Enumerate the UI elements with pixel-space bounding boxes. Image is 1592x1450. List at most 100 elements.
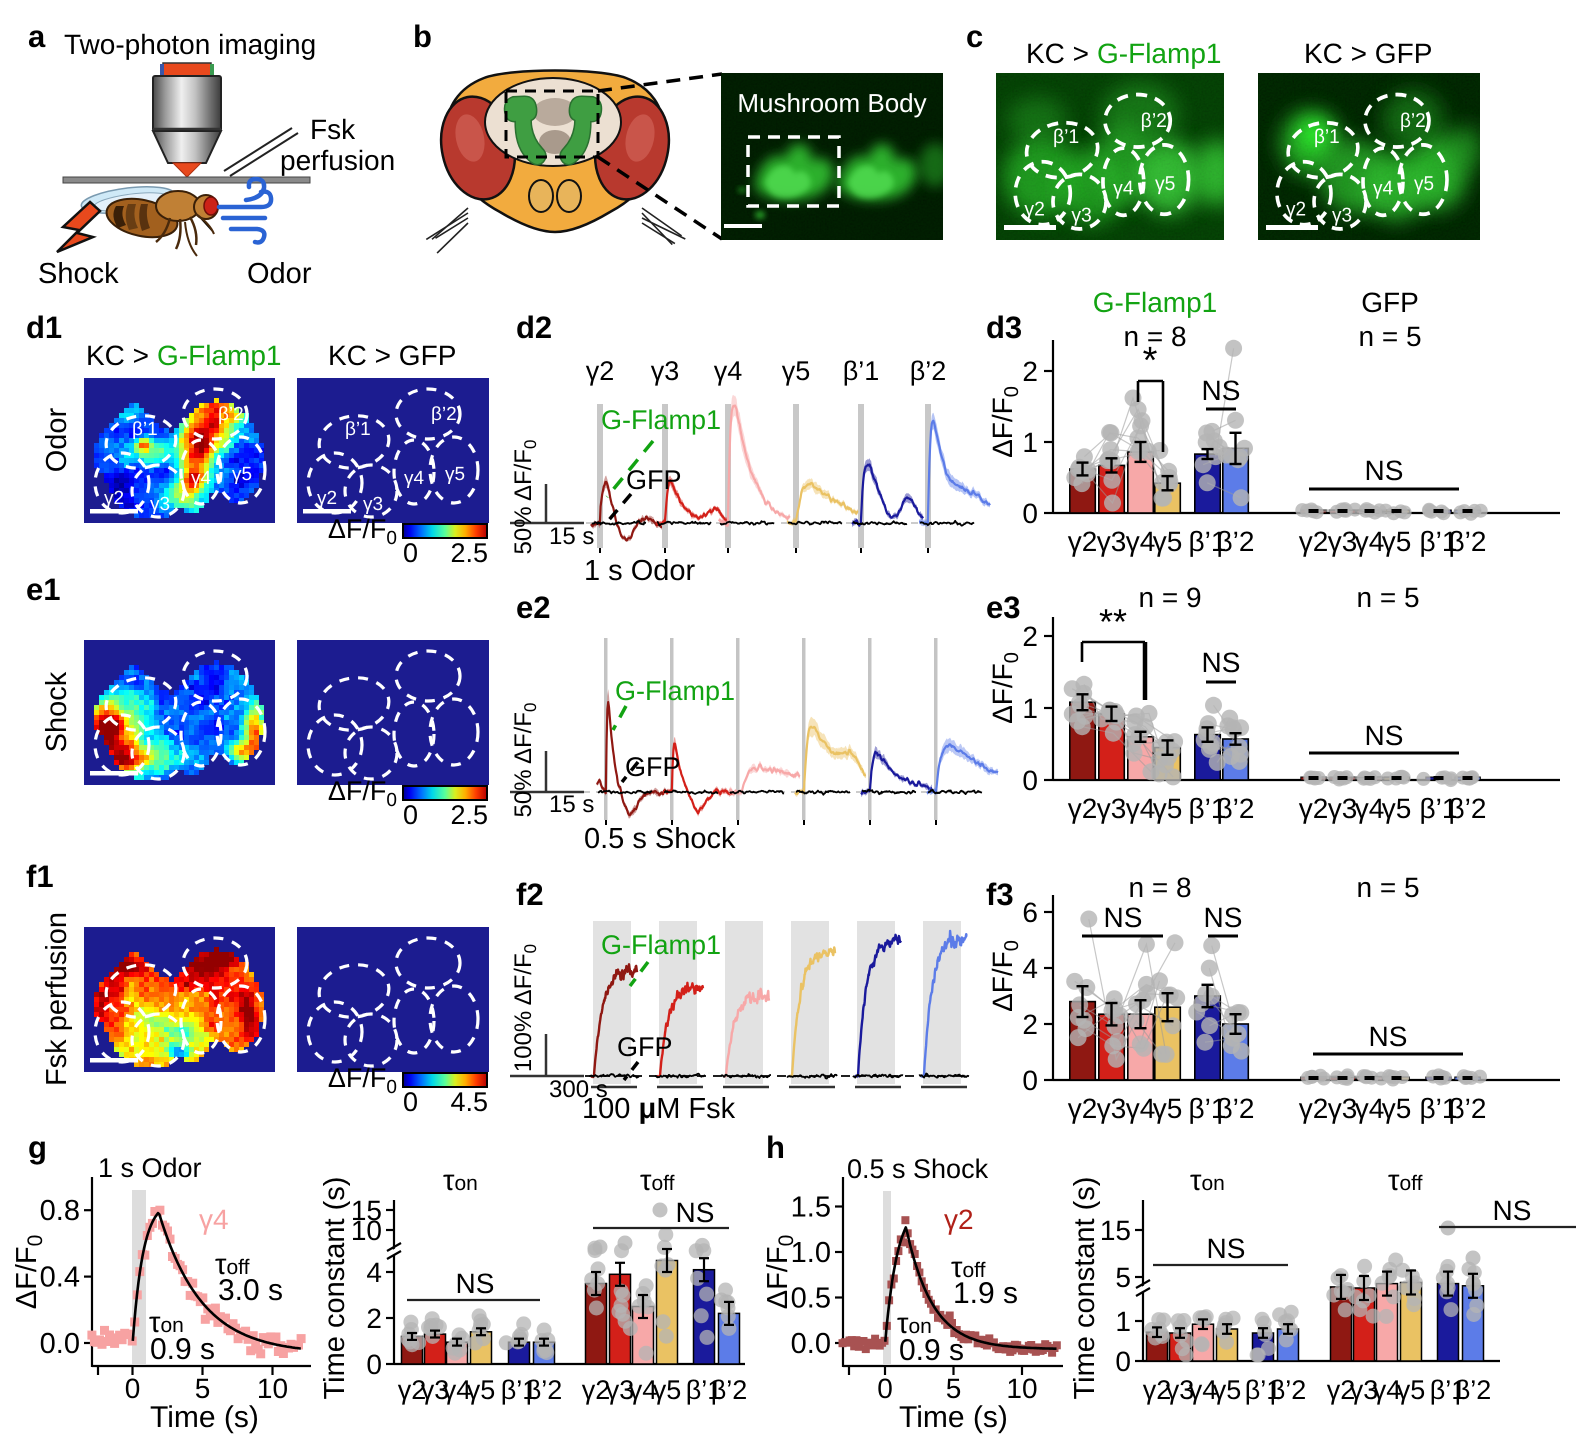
svg-text:c: c: [966, 19, 983, 54]
svg-text:perfusion: perfusion: [280, 145, 395, 176]
svg-text:γ4: γ4: [1126, 1093, 1156, 1124]
svg-text:GFP: GFP: [617, 1032, 673, 1062]
svg-text:ΔF/F0: ΔF/F0: [987, 940, 1023, 1012]
svg-text:0.5 s Shock: 0.5 s Shock: [584, 823, 736, 855]
svg-text:0.4: 0.4: [40, 1262, 80, 1294]
svg-text:β’1: β’1: [686, 1375, 723, 1405]
svg-text:γ4: γ4: [1373, 178, 1394, 200]
svg-text:0.0: 0.0: [791, 1328, 831, 1360]
svg-text:γ3: γ3: [1097, 1093, 1127, 1124]
svg-text:γ2: γ2: [1299, 526, 1329, 557]
svg-text:4: 4: [1022, 953, 1038, 984]
svg-text:β’2: β’2: [1217, 1093, 1255, 1124]
svg-text:1: 1: [1115, 1306, 1131, 1337]
svg-text:KC > GFP: KC > GFP: [1304, 38, 1432, 69]
svg-text:KC >: KC >: [1026, 38, 1089, 69]
svg-text:G-Flamp1: G-Flamp1: [601, 405, 721, 435]
svg-text:e1: e1: [26, 572, 60, 607]
svg-text:1 s Odor: 1 s Odor: [98, 1153, 202, 1183]
svg-text:γ2: γ2: [944, 1204, 974, 1235]
svg-text:β’2: β’2: [218, 404, 244, 425]
svg-text:γ4: γ4: [1126, 793, 1156, 824]
svg-text:Time (s): Time (s): [899, 1401, 1008, 1434]
svg-text:γ2: γ2: [582, 1375, 611, 1405]
svg-text:GFP: GFP: [626, 465, 682, 495]
svg-text:ΔF/F0: ΔF/F0: [328, 514, 397, 549]
svg-text:γ4: γ4: [1113, 178, 1134, 200]
svg-text:Fsk perfusion: Fsk perfusion: [41, 912, 73, 1086]
svg-text:2: 2: [1022, 1009, 1038, 1040]
svg-text:0: 0: [403, 538, 418, 568]
svg-text:γ3: γ3: [1097, 526, 1127, 557]
svg-text:γ5: γ5: [1382, 793, 1412, 824]
svg-text:G-Flamp1: G-Flamp1: [1097, 38, 1221, 69]
svg-text:6: 6: [1022, 897, 1038, 928]
svg-text:β’2: β’2: [1270, 1375, 1307, 1405]
svg-text:ΔF/F0: ΔF/F0: [987, 652, 1023, 724]
svg-text:d3: d3: [986, 310, 1022, 345]
svg-text:β’1: β’1: [1314, 126, 1340, 148]
svg-text:β’2: β’2: [1400, 110, 1426, 132]
svg-text:γ2: γ2: [1299, 1093, 1329, 1124]
svg-text:γ3: γ3: [1166, 1375, 1195, 1405]
svg-text:G-Flamp1: G-Flamp1: [615, 676, 735, 706]
svg-text:β’2: β’2: [1449, 1093, 1487, 1124]
svg-text:0: 0: [1022, 765, 1038, 796]
svg-text:15 s: 15 s: [549, 523, 594, 550]
svg-text:γ3: γ3: [421, 1375, 450, 1405]
svg-text:β’2: β’2: [1217, 526, 1255, 557]
svg-text:0.5 s Shock: 0.5 s Shock: [847, 1154, 989, 1184]
svg-text:γ4: γ4: [714, 356, 743, 386]
svg-text:γ5: γ5: [782, 356, 811, 386]
svg-text:γ4: γ4: [1126, 526, 1156, 557]
svg-text:β’1: β’1: [1420, 793, 1458, 824]
svg-text:γ3: γ3: [1328, 793, 1358, 824]
svg-text:γ3: γ3: [1328, 1093, 1358, 1124]
svg-text:10: 10: [257, 1373, 288, 1404]
svg-text:γ5: γ5: [467, 1375, 496, 1405]
svg-text:γ2: γ2: [1068, 1093, 1098, 1124]
svg-text:b: b: [413, 19, 432, 54]
svg-text:2: 2: [366, 1303, 382, 1334]
svg-text:f2: f2: [516, 877, 544, 912]
svg-text:KC > GFP: KC > GFP: [328, 340, 456, 371]
svg-text:NS: NS: [456, 1268, 495, 1299]
svg-text:Shock: Shock: [41, 671, 73, 752]
svg-text:NS: NS: [676, 1197, 715, 1228]
svg-text:0.9 s: 0.9 s: [150, 1333, 215, 1366]
svg-text:β’1: β’1: [1189, 793, 1227, 824]
svg-text:G-Flamp1: G-Flamp1: [1093, 287, 1217, 318]
svg-text:ΔF/F0: ΔF/F0: [987, 386, 1023, 458]
svg-text:β’1: β’1: [1430, 1375, 1467, 1405]
svg-text:Shock: Shock: [38, 258, 119, 290]
svg-text:0: 0: [403, 800, 418, 830]
svg-text:γ4: γ4: [1355, 793, 1385, 824]
svg-text:γ5: γ5: [445, 464, 465, 485]
svg-text:f1: f1: [26, 859, 54, 894]
svg-text:γ4: γ4: [1355, 526, 1385, 557]
svg-text:β’1: β’1: [1053, 126, 1079, 148]
svg-text:300 s: 300 s: [549, 1076, 608, 1103]
svg-text:**: **: [1099, 601, 1127, 642]
svg-text:2: 2: [1022, 621, 1038, 652]
svg-text:1.0: 1.0: [791, 1237, 831, 1269]
svg-text:NS: NS: [1104, 902, 1143, 933]
svg-text:1.9 s: 1.9 s: [953, 1277, 1018, 1310]
svg-text:G-Flamp1: G-Flamp1: [157, 340, 281, 371]
svg-text:γ5: γ5: [1397, 1375, 1426, 1405]
svg-text:γ2: γ2: [1327, 1375, 1356, 1405]
svg-text:4: 4: [366, 1257, 382, 1288]
svg-text:β’2: β’2: [1455, 1375, 1492, 1405]
svg-text:γ2: γ2: [1024, 199, 1044, 221]
svg-text:γ4: γ4: [443, 1375, 472, 1405]
svg-text:h: h: [766, 1130, 785, 1165]
svg-text:n = 8: n = 8: [1123, 321, 1186, 352]
svg-text:γ5: γ5: [1382, 1093, 1412, 1124]
svg-text:γ5: γ5: [232, 464, 252, 485]
svg-text:γ5: γ5: [1382, 526, 1412, 557]
svg-text:n = 5: n = 5: [1356, 872, 1419, 903]
svg-text:γ4: γ4: [629, 1375, 658, 1405]
svg-text:Two-photon imaging: Two-photon imaging: [64, 29, 316, 60]
svg-text:1: 1: [1022, 693, 1038, 724]
svg-text:NS: NS: [1207, 1233, 1246, 1264]
